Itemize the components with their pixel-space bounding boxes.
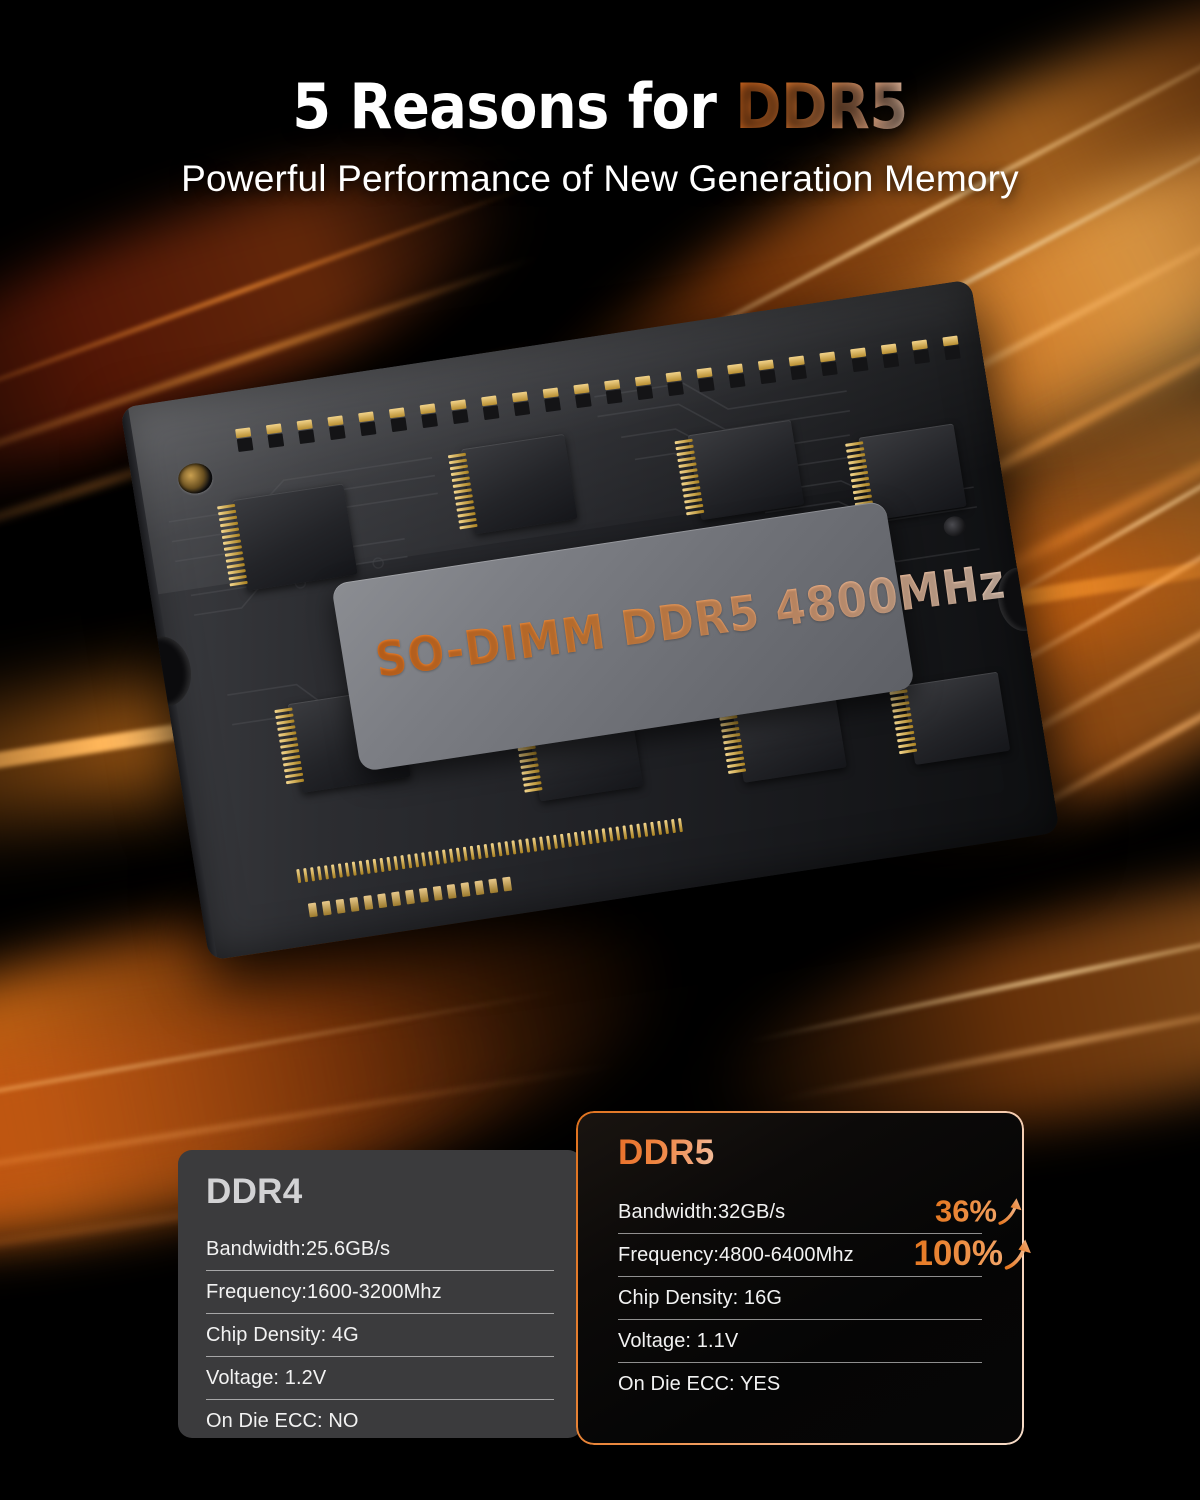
panel-ddr4-heading: DDR4 [206, 1172, 303, 1211]
row-label: Bandwidth:25.6GB/s [206, 1237, 391, 1260]
row-label: Voltage: 1.2V [206, 1366, 327, 1389]
row-label: Chip Density: 4G [206, 1323, 359, 1346]
table-row: Bandwidth:32GB/s 36% [618, 1191, 1022, 1233]
row-label: Frequency:4800-6400Mhz [618, 1243, 854, 1266]
table-row: Frequency:4800-6400Mhz 100% [618, 1233, 1031, 1276]
row-label: Voltage: 1.1V [618, 1329, 739, 1352]
row-label: On Die ECC: NO [206, 1409, 359, 1432]
badge-value: 100% [913, 1234, 1003, 1274]
row-label: On Die ECC: YES [618, 1372, 781, 1395]
row-label: Frequency:1600-3200Mhz [206, 1280, 442, 1303]
badge-value: 36% [934, 1193, 997, 1229]
trend-up-arrow-icon [998, 1198, 1022, 1225]
table-row: Frequency:1600-3200Mhz [206, 1270, 554, 1313]
row-label: Chip Density: 16G [618, 1286, 782, 1309]
table-row: Voltage: 1.2V [206, 1356, 554, 1399]
panel-ddr5-rows: Bandwidth:32GB/s 36% Frequency:480 [618, 1191, 1031, 1405]
table-row: Bandwidth:25.6GB/s [206, 1228, 554, 1270]
panel-ddr4-rows: Bandwidth:25.6GB/s Frequency:1600-3200Mh… [206, 1228, 554, 1442]
trend-up-arrow-icon [1004, 1239, 1031, 1270]
status-badge: 100% [913, 1234, 1034, 1274]
panel-ddr5: DDR5 Bandwidth:32GB/s 36% [578, 1113, 1031, 1443]
table-row: Chip Density: 4G [206, 1313, 554, 1356]
table-row: On Die ECC: NO [206, 1399, 554, 1442]
panel-ddr5-heading: DDR5 [618, 1133, 715, 1172]
table-row: Chip Density: 16G [618, 1276, 982, 1319]
row-label: Bandwidth:32GB/s [618, 1200, 786, 1223]
panel-ddr4: DDR4 Bandwidth:25.6GB/s Frequency:1600-3… [178, 1150, 582, 1438]
status-badge: 36% [935, 1193, 1024, 1229]
table-row: On Die ECC: YES [618, 1362, 982, 1405]
table-row: Voltage: 1.1V [618, 1319, 982, 1362]
